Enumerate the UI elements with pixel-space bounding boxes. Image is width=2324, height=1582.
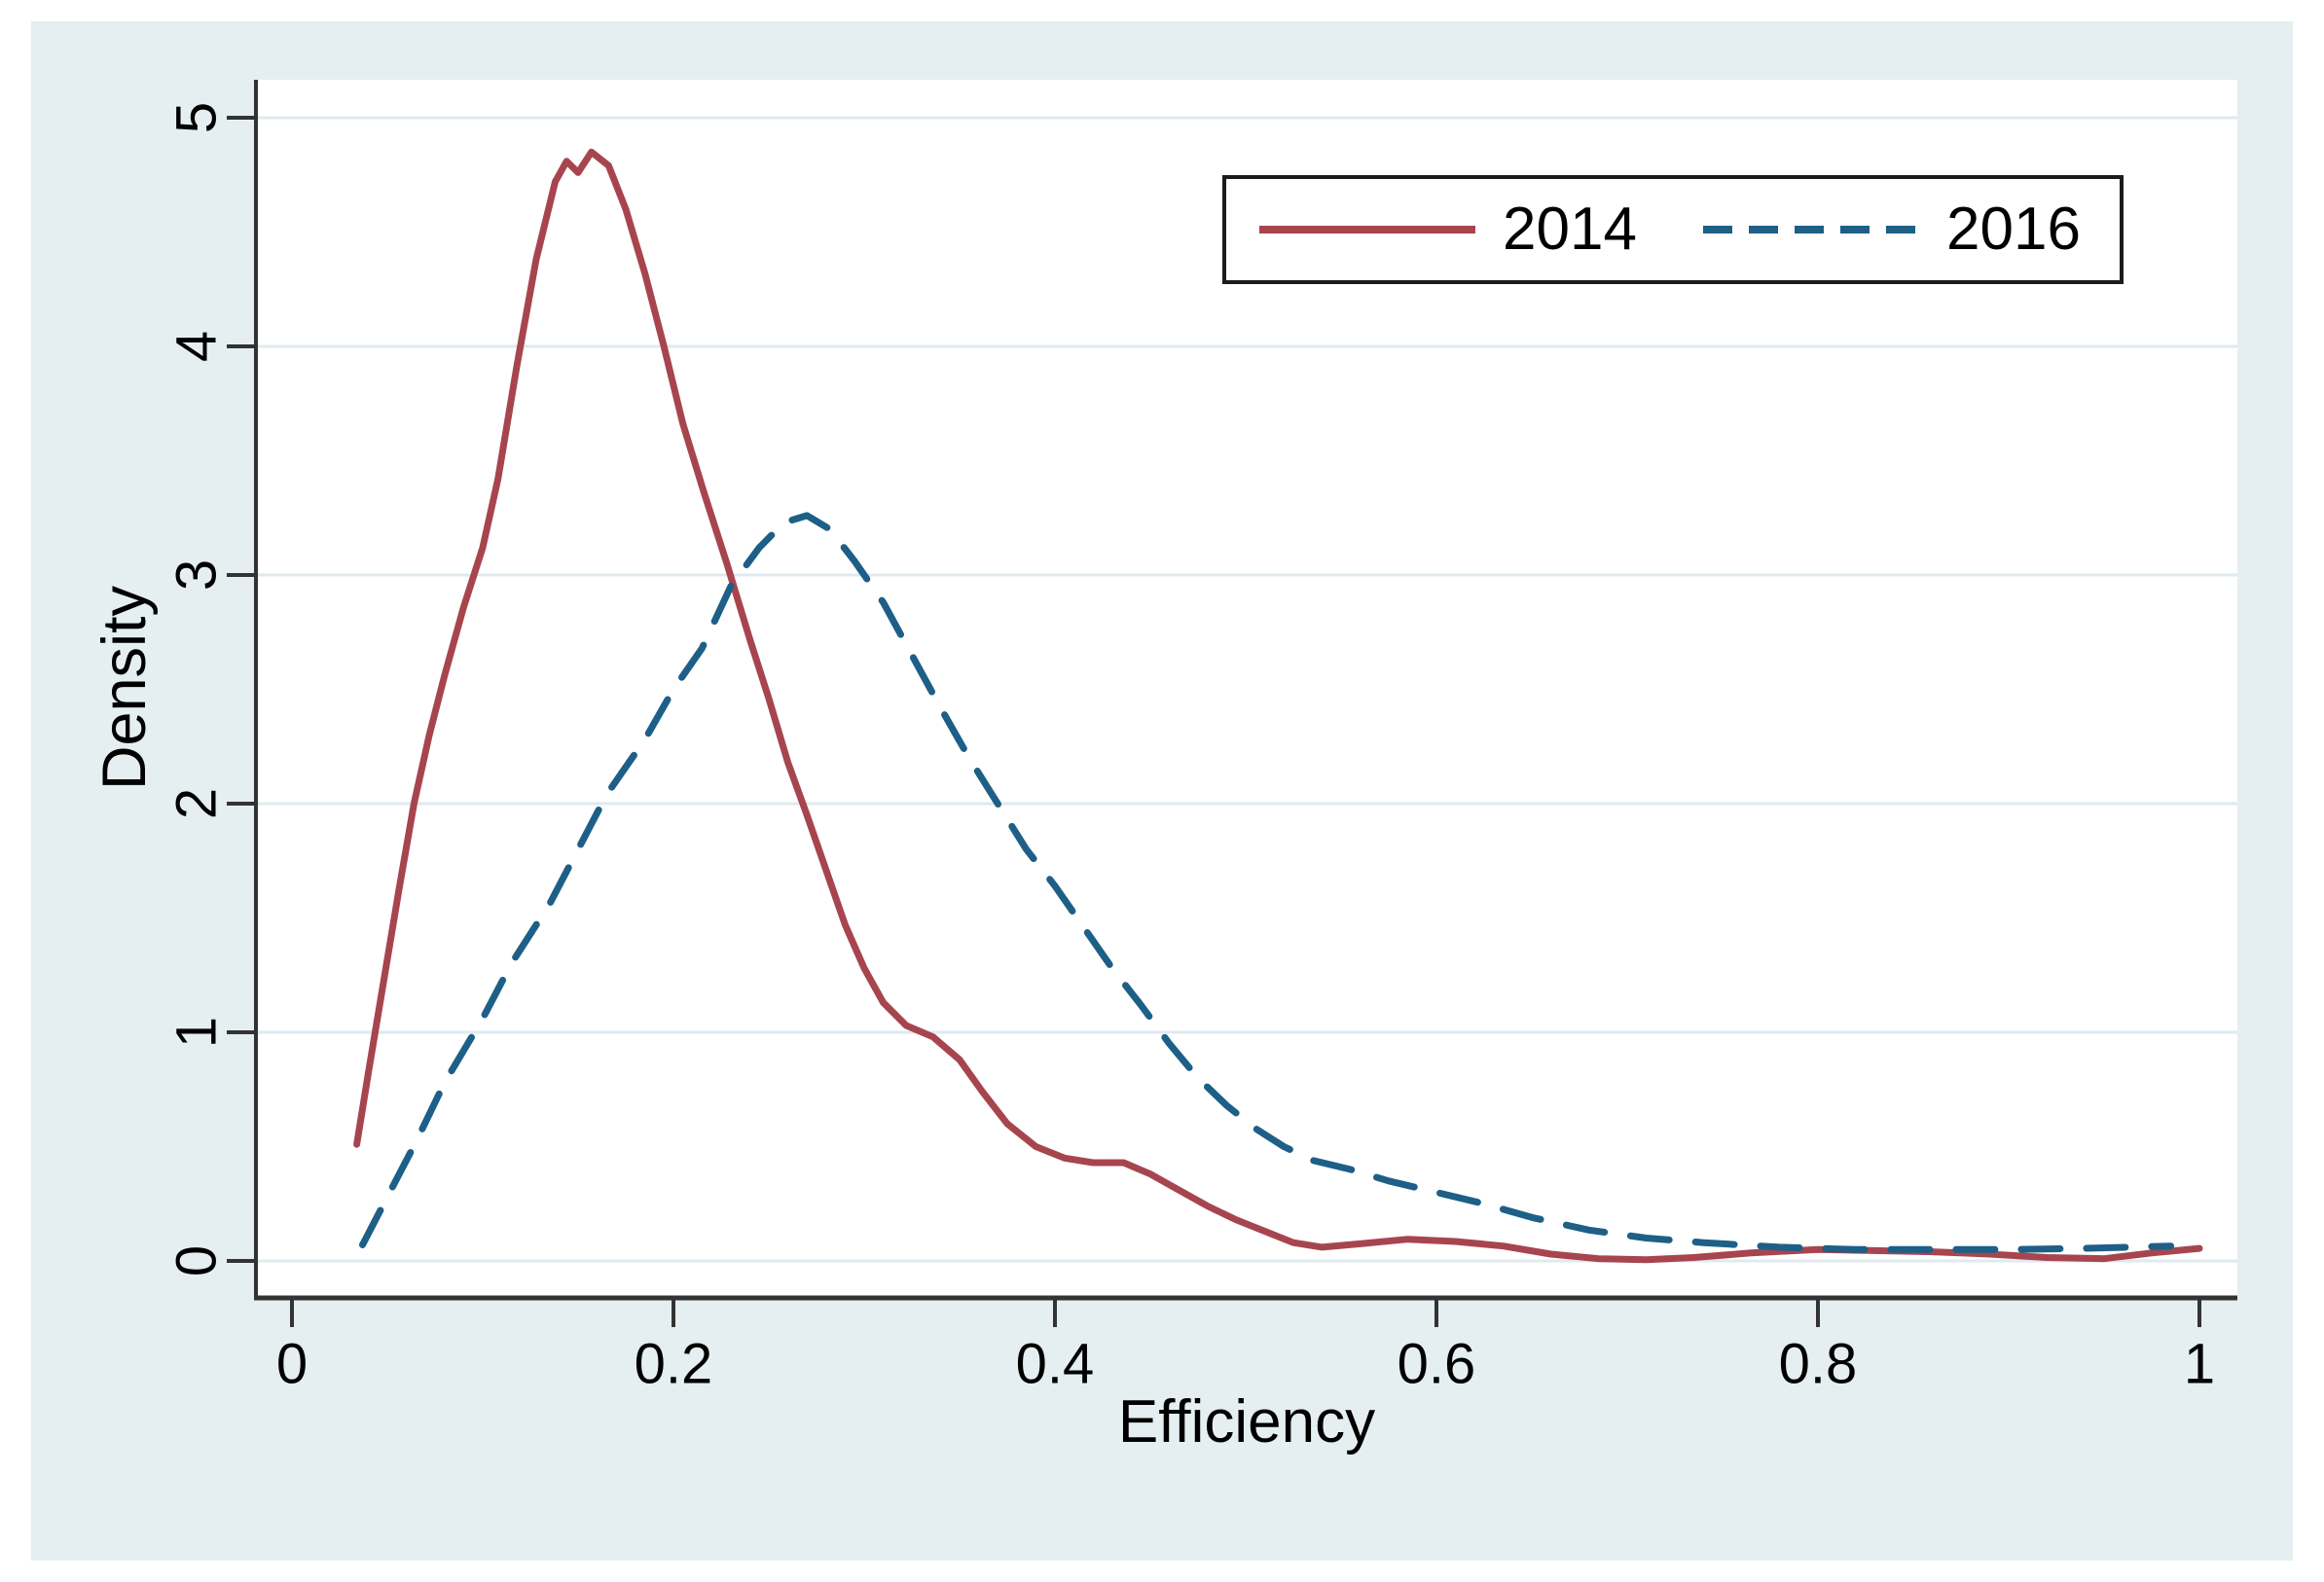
series-line-2014 bbox=[353, 148, 2203, 1264]
legend-label-2016: 2016 bbox=[1946, 196, 2081, 263]
series-line-2016 bbox=[359, 512, 2175, 1253]
x-axis-tick-labels: 0 0.2 0.4 0.6 0.8 1 bbox=[276, 1333, 2215, 1396]
x-axis-title: Efficiency bbox=[1118, 1388, 1375, 1456]
x-tick-label-0.4: 0.4 bbox=[1016, 1333, 1095, 1396]
y-axis-ticks bbox=[227, 116, 256, 1263]
legend-key-2016-dashed-line bbox=[1703, 175, 1919, 284]
legend: 2014 2016 bbox=[1222, 175, 2124, 284]
solid-line-swatch bbox=[1259, 226, 1475, 234]
y-axis-tick-labels: 0 1 2 3 4 5 bbox=[165, 102, 229, 1276]
x-tick-label-0.8: 0.8 bbox=[1779, 1333, 1858, 1396]
axes bbox=[254, 80, 2237, 1301]
x-tick-label-0.6: 0.6 bbox=[1398, 1333, 1476, 1396]
y-tick-label-4: 4 bbox=[165, 331, 229, 362]
y-tick-label-0: 0 bbox=[165, 1245, 229, 1276]
y-axis-title: Density bbox=[91, 585, 159, 790]
x-tick-label-0.2: 0.2 bbox=[635, 1333, 713, 1396]
x-tick-label-0: 0 bbox=[276, 1333, 308, 1396]
dashed-line-swatch bbox=[1703, 226, 1919, 234]
y-tick-label-5: 5 bbox=[165, 102, 229, 133]
y-tick-label-3: 3 bbox=[165, 559, 229, 591]
legend-label-2014: 2014 bbox=[1503, 196, 1637, 263]
x-tick-label-1: 1 bbox=[2184, 1333, 2215, 1396]
series-lines bbox=[353, 148, 2203, 1264]
gridlines bbox=[258, 116, 2237, 1263]
y-tick-label-2: 2 bbox=[165, 788, 229, 819]
x-axis-ticks bbox=[290, 1298, 2201, 1327]
legend-key-2014-solid-line bbox=[1259, 175, 1475, 284]
y-tick-label-1: 1 bbox=[165, 1017, 229, 1048]
